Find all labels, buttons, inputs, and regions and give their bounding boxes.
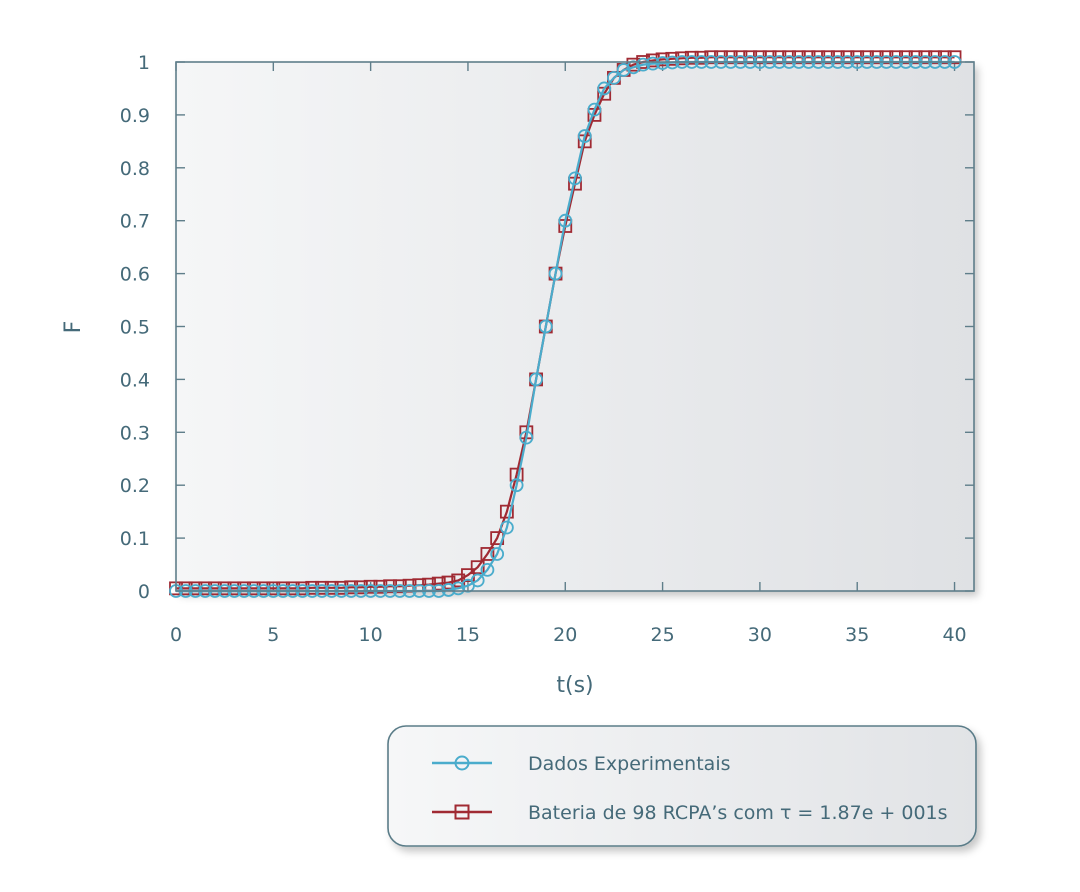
data-point-circle xyxy=(499,520,514,535)
data-point-circle xyxy=(451,581,466,596)
data-point-circle xyxy=(587,102,602,117)
data-point-circle xyxy=(616,63,631,77)
legend-label-bateria: Bateria de 98 RCPA’s com τ = 1.87e + 001… xyxy=(528,802,948,824)
x-tick-label: 40 xyxy=(942,624,966,646)
x-tick-label: 30 xyxy=(748,624,772,646)
data-point-circle xyxy=(558,213,573,228)
data-point-circle xyxy=(441,583,456,597)
y-tick-label: 0.2 xyxy=(120,475,150,497)
plot-area xyxy=(176,62,974,591)
y-tick-labels: 0 0.1 0.2 0.3 0.4 0.5 0.6 0.7 0.8 0.9 1 xyxy=(120,52,150,603)
y-tick-label: 0.4 xyxy=(120,369,150,391)
data-point-circle xyxy=(509,478,524,493)
y-tick-label: 0.6 xyxy=(120,264,150,286)
data-point-square xyxy=(480,547,495,561)
y-tick-label: 0.8 xyxy=(120,158,150,180)
data-point-circle xyxy=(490,547,505,561)
y-tick-label: 0.3 xyxy=(120,422,150,444)
data-point-circle xyxy=(607,70,621,85)
data-point-circle xyxy=(636,57,651,72)
data-point-circle xyxy=(597,81,612,96)
x-tick-label: 20 xyxy=(553,624,577,646)
legend-marker-square-icon xyxy=(454,804,470,820)
x-tick-labels: 0 5 10 15 20 25 30 35 40 xyxy=(170,624,967,646)
x-tick-label: 15 xyxy=(456,624,480,646)
x-tick-label: 0 xyxy=(170,624,182,646)
data-point-square xyxy=(470,560,485,575)
data-point-square xyxy=(441,575,456,590)
legend: Dados Experimentais Bateria de 98 RCPA’s… xyxy=(387,725,977,847)
y-tick-label: 0.5 xyxy=(120,317,150,339)
data-point-square xyxy=(431,576,446,591)
x-tick-label: 10 xyxy=(359,624,383,646)
x-tick-label: 35 xyxy=(845,624,869,646)
y-tick-label: 0.1 xyxy=(120,528,150,550)
data-point-circle xyxy=(519,430,534,445)
legend-entry-dados: Dados Experimentais xyxy=(432,753,731,775)
y-tick-label: 0.9 xyxy=(120,105,150,127)
plot-frame xyxy=(175,61,975,592)
data-point-square xyxy=(499,504,514,519)
data-point-circle xyxy=(538,319,553,334)
x-axis-title: t(s) xyxy=(556,673,593,698)
data-point-circle xyxy=(548,266,563,281)
data-point-circle xyxy=(645,56,660,71)
legend-marker-circle-icon xyxy=(454,755,470,771)
data-point-circle xyxy=(655,56,670,70)
data-point-circle xyxy=(529,372,543,387)
x-tick-label: 5 xyxy=(267,624,279,646)
data-point-circle xyxy=(577,129,592,143)
y-tick-label: 1 xyxy=(138,52,150,74)
x-tick-label: 25 xyxy=(650,624,674,646)
data-point-circle xyxy=(568,171,582,186)
legend-entry-bateria: Bateria de 98 RCPA’s com τ = 1.87e + 001… xyxy=(432,802,948,824)
data-point-circle xyxy=(470,573,485,588)
y-tick-label: 0.7 xyxy=(120,211,150,233)
legend-box xyxy=(387,725,977,847)
y-axis-title: F xyxy=(61,321,86,334)
data-point-circle xyxy=(480,562,495,577)
legend-label-dados: Dados Experimentais xyxy=(528,753,731,775)
y-tick-label: 0 xyxy=(138,581,150,603)
